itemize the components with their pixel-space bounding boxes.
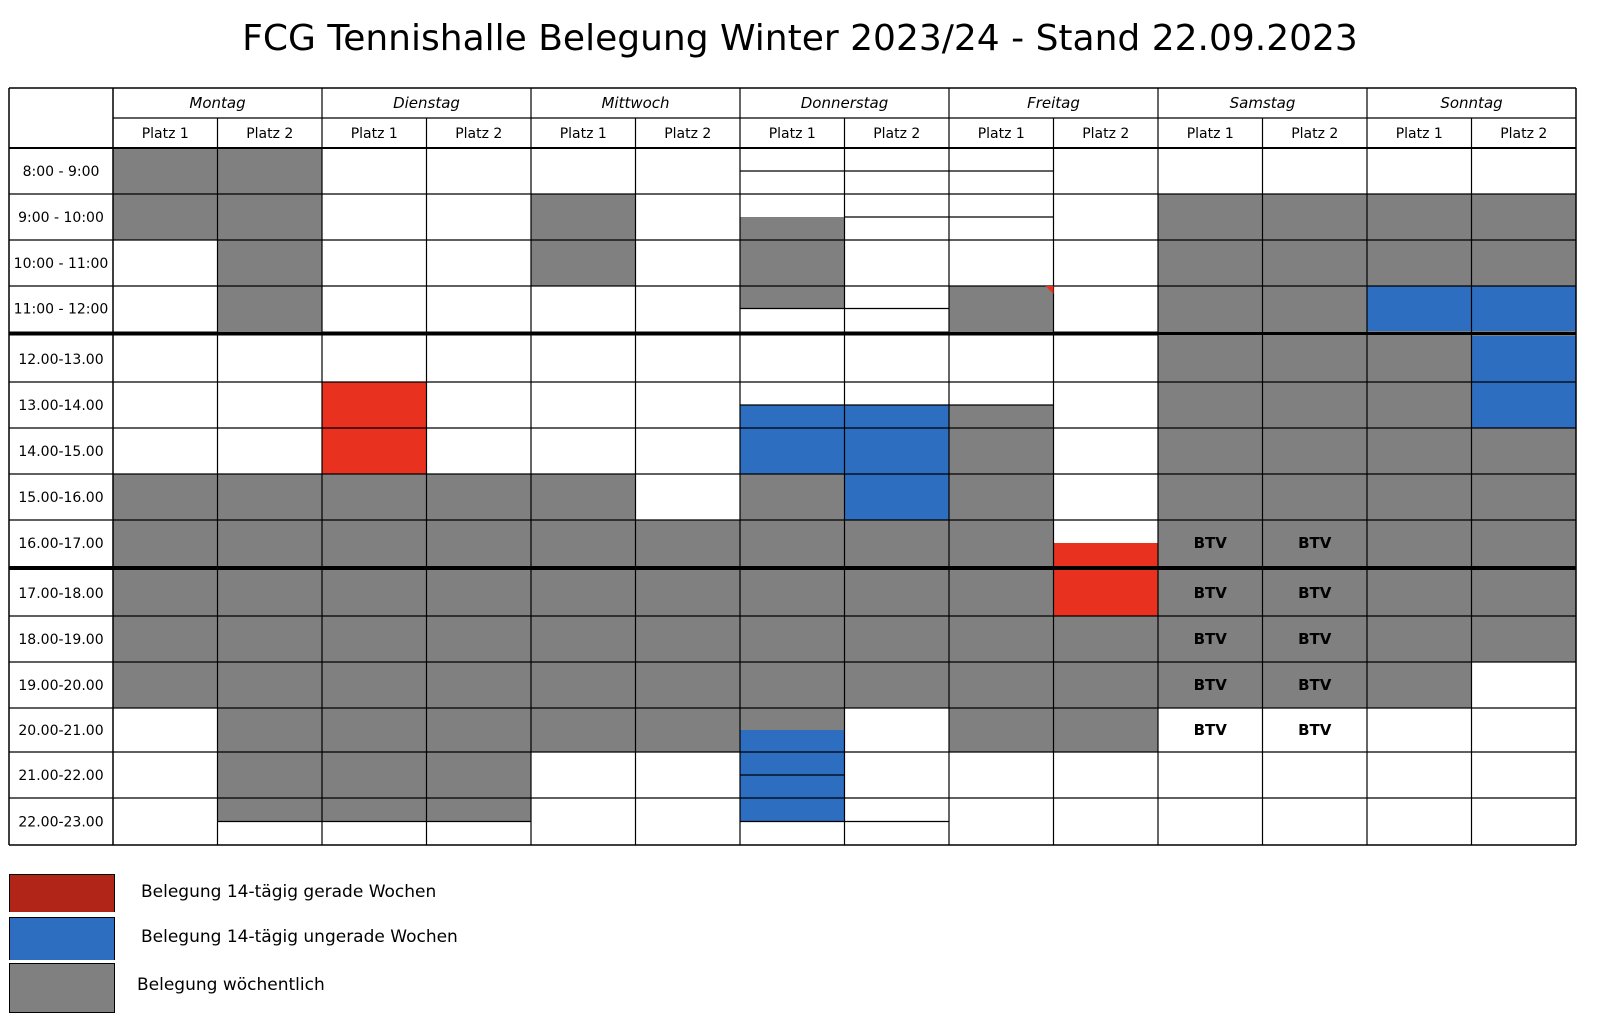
btv-label: BTV	[1298, 676, 1332, 694]
booking-cell-weekly	[426, 570, 531, 822]
booking-cell-weekly	[1158, 194, 1263, 331]
booking-cell-weekly	[844, 570, 949, 708]
booking-cell-odd-weeks	[1471, 286, 1576, 331]
day-header: Mittwoch	[601, 94, 669, 112]
booking-cell-odd-weeks	[844, 405, 949, 474]
booking-cell-weekly	[635, 520, 740, 566]
court-header: Platz 1	[1396, 126, 1443, 142]
booking-cell-weekly	[217, 570, 322, 822]
booking-cell-weekly	[949, 570, 1054, 752]
time-label: 11:00 - 12:00	[14, 302, 109, 318]
court-header: Platz 1	[978, 126, 1025, 142]
day-header: Sonntag	[1440, 94, 1502, 112]
time-label: 13.00-14.00	[18, 398, 103, 414]
btv-label: BTV	[1194, 534, 1228, 552]
booking-cell-odd-weeks	[740, 730, 845, 822]
time-label: 20.00-21.00	[18, 723, 103, 739]
btv-label: BTV	[1298, 721, 1332, 739]
time-label: 19.00-20.00	[18, 678, 103, 694]
legend-label: Belegung wöchentlich	[137, 975, 325, 995]
court-header: Platz 2	[664, 126, 711, 142]
legend-swatch-legend-even	[9, 874, 115, 912]
court-header: Platz 1	[142, 126, 189, 142]
mark-icon	[1045, 286, 1054, 294]
time-label: 15.00-16.00	[18, 490, 103, 506]
court-header: Platz 2	[1082, 126, 1129, 142]
day-header: Dienstag	[393, 94, 460, 112]
booking-cell-weekly	[1158, 336, 1263, 566]
day-header: Samstag	[1230, 94, 1296, 112]
court-header: Platz 2	[1500, 126, 1547, 142]
booking-cell-weekly	[1471, 428, 1576, 566]
court-header: Platz 1	[769, 126, 816, 142]
court-header: Platz 2	[1291, 126, 1338, 142]
court-header: Platz 2	[873, 126, 920, 142]
legend-swatch-weekly	[9, 963, 115, 1013]
booking-cell-odd-weeks	[740, 405, 845, 474]
time-label: 10:00 - 11:00	[14, 256, 109, 272]
time-label: 22.00-23.00	[18, 815, 103, 831]
booking-cell-even-weeks	[1053, 543, 1158, 566]
booking-cell-weekly	[531, 570, 636, 752]
legend-label: Belegung 14-tägig gerade Wochen	[141, 882, 437, 902]
btv-label: BTV	[1298, 584, 1332, 602]
btv-label: BTV	[1194, 584, 1228, 602]
booking-cell-weekly	[844, 520, 949, 566]
time-label: 8:00 - 9:00	[23, 164, 100, 180]
booking-cell-weekly	[1367, 336, 1472, 566]
page-title: FCG Tennishalle Belegung Winter 2023/24 …	[242, 18, 1358, 59]
booking-cell-odd-weeks	[844, 474, 949, 520]
day-header: Freitag	[1027, 94, 1080, 112]
booking-cell-weekly	[1158, 570, 1263, 708]
booking-cell-weekly	[1367, 570, 1472, 708]
legend-swatch-odd-weeks	[9, 917, 115, 960]
booking-cell-weekly	[949, 405, 1054, 566]
time-label: 12.00-13.00	[18, 352, 103, 368]
time-label: 14.00-15.00	[18, 444, 103, 460]
btv-label: BTV	[1194, 721, 1228, 739]
booking-cell-weekly	[113, 570, 218, 708]
court-header: Platz 2	[246, 126, 293, 142]
time-label: 16.00-17.00	[18, 536, 103, 552]
court-header: Platz 1	[351, 126, 398, 142]
booking-cell-even-weeks	[1053, 570, 1158, 616]
booking-cell-weekly	[322, 570, 427, 822]
btv-label: BTV	[1298, 630, 1332, 648]
booking-cell-weekly	[1262, 194, 1367, 331]
time-label: 18.00-19.00	[18, 632, 103, 648]
court-header: Platz 2	[455, 126, 502, 142]
court-header: Platz 1	[1187, 126, 1234, 142]
btv-label: BTV	[1194, 630, 1228, 648]
booking-cell-weekly	[740, 217, 845, 309]
btv-label: BTV	[1298, 534, 1332, 552]
court-header: Platz 1	[560, 126, 607, 142]
day-header: Montag	[189, 94, 245, 112]
time-label: 9:00 - 10:00	[18, 210, 104, 226]
legend-label: Belegung 14-tägig ungerade Wochen	[141, 927, 458, 947]
booking-cell-odd-weeks	[1367, 286, 1472, 331]
time-label: 21.00-22.00	[18, 768, 103, 784]
btv-label: BTV	[1194, 676, 1228, 694]
booking-cell-weekly	[1053, 616, 1158, 752]
day-header: Donnerstag	[801, 94, 889, 112]
booking-cell-weekly	[740, 570, 845, 730]
time-label: 17.00-18.00	[18, 586, 103, 602]
booking-cell-weekly	[1262, 336, 1367, 566]
booking-cell-weekly	[1262, 570, 1367, 708]
booking-cell-weekly	[635, 570, 740, 752]
booking-cell-weekly	[949, 286, 1054, 331]
